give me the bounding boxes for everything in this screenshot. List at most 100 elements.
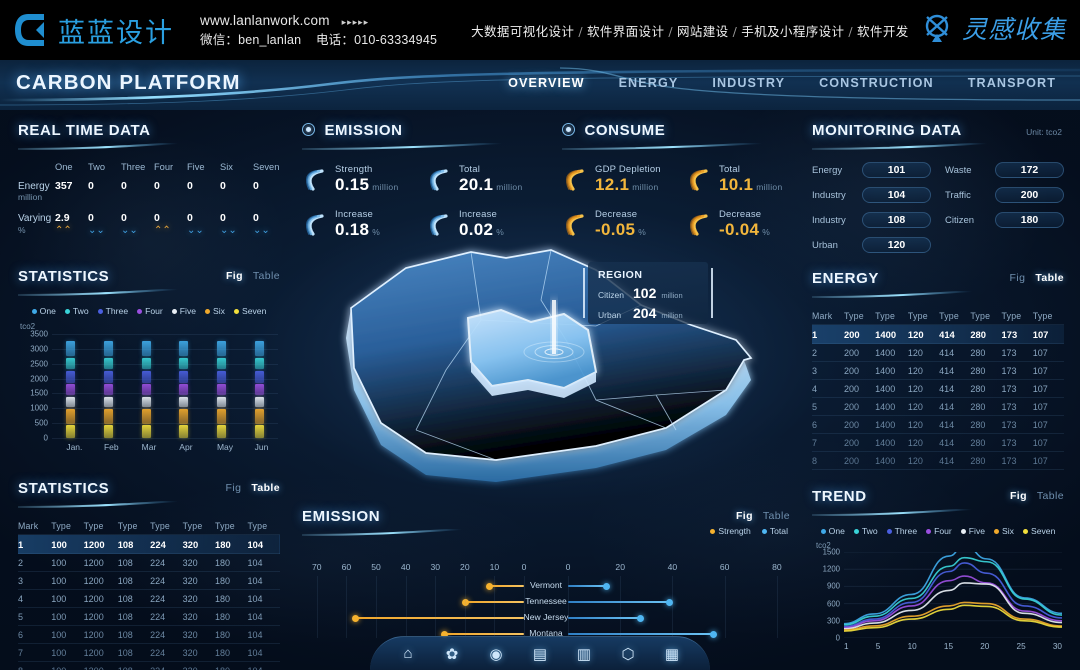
column-header: Type <box>907 311 928 321</box>
table-cell: 224 <box>150 557 166 568</box>
table-row[interactable]: 5 200 1400 120 414 280 173 107 <box>812 398 1064 416</box>
table-cell: 200 <box>843 437 859 448</box>
table-row[interactable]: 8 200 1400 120 414 280 173 107 <box>812 452 1064 470</box>
table-row[interactable]: 4 200 1400 120 414 280 173 107 <box>812 380 1064 398</box>
hexagon-icon[interactable]: ⬡ <box>621 645 635 663</box>
region-map[interactable]: REGION Citizen 102 million Urban 204 mil… <box>296 230 796 510</box>
home-icon[interactable]: ⌂ <box>403 645 413 662</box>
energy-data-table[interactable]: Mark Type Type Type Type Type Type Type 1 200 1400… <box>812 308 1064 470</box>
kpi-label: Total <box>719 164 741 175</box>
table-row[interactable]: 4 100 1200 108 224 320 180 104 <box>18 590 280 608</box>
monitoring-label: Industry <box>812 189 846 201</box>
fig-table-toggle[interactable]: Fig Table <box>736 510 790 522</box>
legend-dot-icon <box>1022 528 1028 534</box>
table-cell: 180 <box>215 575 231 586</box>
emission-kpi-title: EMISSION <box>302 122 550 150</box>
rtd-value: 0 <box>88 180 94 192</box>
table-row[interactable]: 2 200 1400 120 414 280 173 107 <box>812 344 1064 362</box>
document-icon[interactable]: ▤ <box>532 645 548 663</box>
table-row[interactable]: 3 200 1400 120 414 280 173 107 <box>812 362 1064 380</box>
table-row[interactable]: 7 200 1400 120 414 280 173 107 <box>812 434 1064 452</box>
x-tick: Feb <box>103 442 119 452</box>
toggle-fig[interactable]: Fig <box>1009 490 1027 502</box>
column-header: Type <box>51 521 72 531</box>
target-icon[interactable]: ◉ <box>489 645 503 663</box>
site-banner: 蓝蓝设计 www.lanlanwork.com ▸▸▸▸▸ 微信：ben_lan… <box>0 0 1080 60</box>
kpi-label: GDP Depletion <box>595 164 661 175</box>
fig-table-toggle[interactable]: Fig Table <box>226 482 280 494</box>
swirl-gold-icon <box>689 213 708 236</box>
table-cell: 107 <box>1032 401 1048 412</box>
settings-gear-icon[interactable]: ✿ <box>445 645 459 663</box>
bar-column <box>216 340 226 438</box>
services-list: 大数据可视化设计 / 软件界面设计 / 网站建设 / 手机及小程序设计 / 软件开发 <box>471 21 909 40</box>
table-cell: 414 <box>939 365 955 376</box>
table-row[interactable]: 7 100 1200 108 224 320 180 104 <box>18 644 280 662</box>
axis-tick-left: 20 <box>460 562 470 572</box>
table-row[interactable]: 81001200108224320180104 <box>18 662 280 670</box>
table-row[interactable]: 5 100 1200 108 224 320 180 104 <box>18 608 280 626</box>
toggle-fig[interactable]: Fig <box>1009 272 1026 284</box>
table-row[interactable]: 1 100 1200 108 224 320 180 104 <box>18 534 280 554</box>
trend-down-icon: ⌄⌄ <box>121 225 138 236</box>
panel-statistics-chart: STATISTICS Fig Table One Two Three Four Five… <box>18 268 280 452</box>
emission-chart-axis: 70 60 50 40 30 20 10 0 0 20 40 60 80 <box>302 562 790 574</box>
nav-item-industry[interactable]: INDUSTRY <box>712 76 786 90</box>
bar-total <box>567 582 611 590</box>
logo-text: 蓝蓝设计 <box>58 17 174 49</box>
legend-item-two: Two <box>64 306 89 316</box>
toggle-fig[interactable]: Fig <box>225 270 243 282</box>
bottom-dock[interactable]: ⌂ ✿ ◉ ▤ ▥ ⬡ ▦ <box>370 636 710 670</box>
table-cell: 104 <box>247 557 263 568</box>
nav-item-construction[interactable]: CONSTRUCTION <box>819 76 934 90</box>
table-cell: 120 <box>907 365 923 376</box>
toggle-table[interactable]: Table <box>251 482 280 494</box>
fig-table-toggle[interactable]: Fig Table <box>1010 490 1064 502</box>
table-cell: 224 <box>150 611 166 622</box>
toggle-fig[interactable]: Fig <box>225 482 242 494</box>
bar-strength <box>352 614 525 622</box>
grid-apps-icon[interactable]: ▦ <box>664 645 680 663</box>
fig-table-toggle[interactable]: Fig Table <box>1010 272 1064 284</box>
statistics-data-table[interactable]: Mark Type Type Type Type Type Type Type 1 100 1200… <box>18 518 280 670</box>
rtd-column-header: Two <box>88 162 106 172</box>
toggle-table[interactable]: Table <box>252 270 280 282</box>
fig-table-toggle[interactable]: Fig Table <box>226 270 280 282</box>
main-nav[interactable]: OVERVIEW ENERGY INDUSTRY CONSTRUCTION TRANSP… <box>508 76 1056 90</box>
kpi-total: Total 20.1 million <box>426 164 550 195</box>
legend-label: Five <box>179 306 197 316</box>
service-item: 网站建设 <box>676 23 729 39</box>
swirl-gold-icon <box>565 213 584 236</box>
table-row[interactable]: 6 100 1200 108 224 320 180 104 <box>18 626 280 644</box>
bar-column <box>141 340 151 438</box>
table-cell: 414 <box>939 419 955 430</box>
toggle-table[interactable]: Table <box>1036 490 1064 502</box>
table-cell: 108 <box>117 538 134 550</box>
nav-item-transport[interactable]: TRANSPORT <box>967 76 1056 90</box>
table-cell: 120 <box>907 401 923 412</box>
legend-label: Strength <box>718 526 751 536</box>
statistics-bar-chart: tco2 3500 3000 2500 2000 1500 1000 500 0 Jan. Fe… <box>18 322 280 452</box>
nav-item-energy[interactable]: ENERGY <box>618 76 679 90</box>
toggle-fig[interactable]: Fig <box>735 510 753 522</box>
table-row[interactable]: 3 100 1200 108 224 320 180 104 <box>18 572 280 590</box>
table-row[interactable]: 1 200 1400 120 414 280 173 107 <box>812 324 1064 344</box>
nav-item-overview[interactable]: OVERVIEW <box>508 76 585 90</box>
kpi-value: 0.02% <box>459 220 505 239</box>
trend-title: TREND Fig Table <box>812 488 1064 516</box>
region-tooltip-row: Urban 204 million <box>598 305 698 321</box>
table-header-row: Mark Type Type Type Type Type Type Type <box>812 308 1064 325</box>
bar-segment-four <box>254 384 264 396</box>
table-row[interactable]: 6 200 1400 120 414 280 173 107 <box>812 416 1064 434</box>
table-cell: 320 <box>182 575 198 586</box>
chart-icon[interactable]: ▥ <box>576 645 592 663</box>
toggle-table[interactable]: Table <box>762 510 790 522</box>
real-time-data-title: REAL TIME DATA <box>18 122 286 150</box>
axis-tick-left: 40 <box>400 562 411 572</box>
table-cell: 200 <box>843 419 859 430</box>
bar-segment-seven <box>103 425 113 438</box>
monitoring-label: Waste <box>945 164 972 176</box>
service-item: 软件开发 <box>857 23 909 39</box>
toggle-table[interactable]: Table <box>1035 272 1064 284</box>
table-row[interactable]: 2 100 1200 108 224 320 180 104 <box>18 554 280 572</box>
